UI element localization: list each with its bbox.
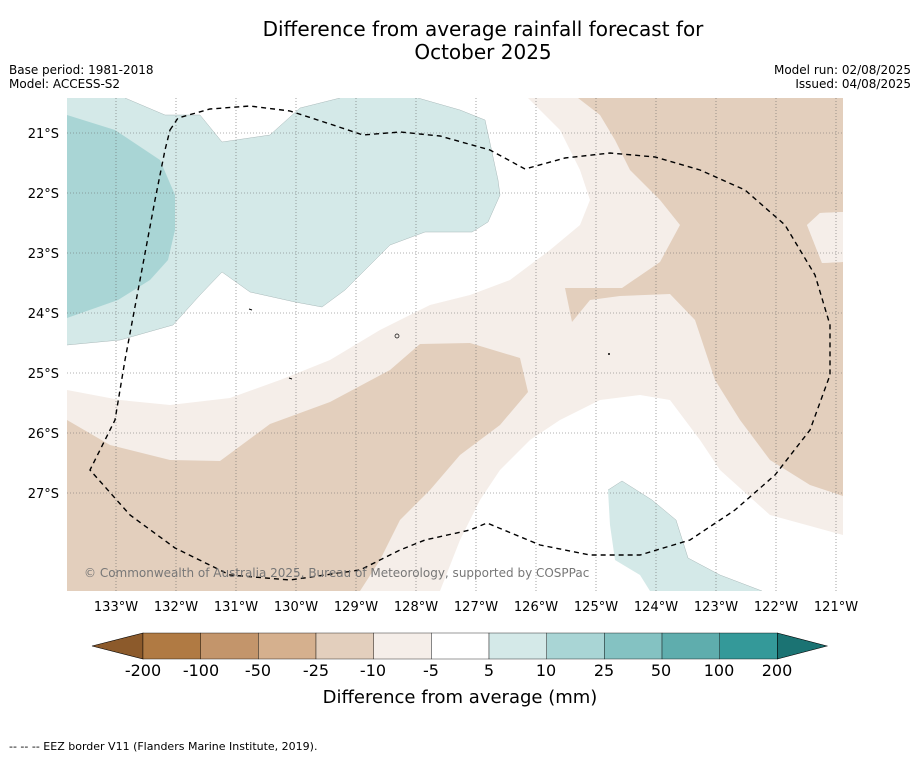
lon-label: 121°W bbox=[814, 600, 858, 615]
colorbar-tick-label: 10 bbox=[536, 661, 556, 680]
colorbar-segment bbox=[258, 632, 317, 660]
contour-lines bbox=[67, 98, 763, 591]
issued-date: Issued: 04/08/2025 bbox=[795, 77, 911, 91]
lon-label: 129°W bbox=[334, 600, 378, 615]
title-line-2: October 2025 bbox=[414, 40, 552, 64]
lon-label: 122°W bbox=[754, 600, 798, 615]
colorbar-segment bbox=[315, 632, 374, 660]
eez-border bbox=[89, 105, 831, 581]
lat-label: 25°S bbox=[28, 367, 59, 382]
colorbar-segment bbox=[142, 632, 201, 660]
colorbar-tick-labels: -200 -100 -50 -25 -10 -5 5 10 25 50 100 … bbox=[125, 661, 792, 680]
lon-label: 126°W bbox=[514, 600, 558, 615]
colorbar-tick-label: 50 bbox=[651, 661, 671, 680]
lon-label: 127°W bbox=[454, 600, 498, 615]
colorbar-tick-label: -100 bbox=[183, 661, 219, 680]
colorbar-segment bbox=[719, 632, 778, 660]
lat-label: 26°S bbox=[28, 427, 59, 442]
map-plot-area bbox=[67, 98, 843, 591]
lat-label: 27°S bbox=[28, 487, 59, 502]
eez-footnote: -- -- -- EEZ border V11 (Flanders Marine… bbox=[9, 740, 318, 753]
lat-label: 24°S bbox=[28, 307, 59, 322]
title-line-1: Difference from average rainfall forecas… bbox=[262, 17, 704, 41]
colorbar-tick-label: -5 bbox=[423, 661, 439, 680]
colorbar-tick-label: 100 bbox=[704, 661, 735, 680]
lon-label: 125°W bbox=[574, 600, 618, 615]
colorbar-tick-label: 200 bbox=[762, 661, 793, 680]
colorbar-tick-label: -200 bbox=[125, 661, 161, 680]
longitude-gridlines bbox=[115, 98, 837, 591]
colorbar-extend-high bbox=[777, 632, 829, 660]
lat-label: 23°S bbox=[28, 247, 59, 262]
latitude-gridlines bbox=[67, 132, 843, 494]
copyright-notice: © Commonwealth of Australia 2025, Bureau… bbox=[84, 566, 590, 580]
longitude-labels: 133°W 132°W 131°W 130°W 129°W 128°W 127°… bbox=[94, 600, 858, 615]
anomaly-region-wet-west bbox=[67, 115, 175, 318]
colorbar-segment bbox=[661, 632, 720, 660]
colorbar-extend-low bbox=[91, 632, 144, 660]
anomaly-region-light-east-patch bbox=[807, 212, 843, 263]
colorbar: -200 -100 -50 -25 -10 -5 5 10 25 50 100 … bbox=[91, 632, 829, 708]
lon-label: 132°W bbox=[154, 600, 198, 615]
anomaly-region-dry-east bbox=[565, 98, 843, 496]
colorbar-segment bbox=[488, 632, 547, 660]
colorbar-segment bbox=[604, 632, 663, 660]
colorbar-tick-label: -50 bbox=[245, 661, 271, 680]
lon-label: 130°W bbox=[274, 600, 318, 615]
small-contour-mark bbox=[288, 377, 293, 380]
model-run: Model run: 02/08/2025 bbox=[773, 63, 911, 77]
anomaly-region-wet-north bbox=[67, 98, 500, 345]
colorbar-tick-label: 5 bbox=[484, 661, 494, 680]
lon-label: 124°W bbox=[634, 600, 678, 615]
colorbar-tick-label: 25 bbox=[594, 661, 614, 680]
colorbar-segment bbox=[200, 632, 259, 660]
lon-label: 133°W bbox=[94, 600, 138, 615]
lon-label: 131°W bbox=[214, 600, 258, 615]
colorbar-segment bbox=[373, 632, 432, 660]
base-period: Base period: 1981-2018 bbox=[9, 63, 154, 77]
lat-label: 22°S bbox=[28, 187, 59, 202]
colorbar-title: Difference from average (mm) bbox=[323, 687, 598, 708]
colorbar-tick-label: -25 bbox=[303, 661, 329, 680]
lon-label: 128°W bbox=[394, 600, 438, 615]
lat-label: 21°S bbox=[28, 127, 59, 142]
colorbar-segment bbox=[546, 632, 605, 660]
model-name: Model: ACCESS-S2 bbox=[9, 77, 121, 91]
model-run-info: Model run: 02/08/2025 Issued: 04/08/2025 bbox=[774, 63, 911, 91]
anomaly-region-wet-southeast bbox=[608, 481, 762, 591]
small-contour-mark bbox=[248, 308, 253, 311]
lon-label: 123°W bbox=[694, 600, 738, 615]
chart-title: Difference from average rainfall forecas… bbox=[0, 18, 919, 64]
colorbar-segments bbox=[91, 632, 829, 660]
colorbar-tick-label: -10 bbox=[360, 661, 386, 680]
latitude-labels: 21°S 22°S 23°S 24°S 25°S 26°S 27°S bbox=[28, 127, 59, 502]
colorbar-segment bbox=[431, 632, 490, 660]
small-contour-mark bbox=[394, 333, 400, 339]
base-period-info: Base period: 1981-2018 Model: ACCESS-S2 bbox=[9, 63, 154, 91]
anomaly-region-dry-southwest bbox=[67, 343, 528, 591]
